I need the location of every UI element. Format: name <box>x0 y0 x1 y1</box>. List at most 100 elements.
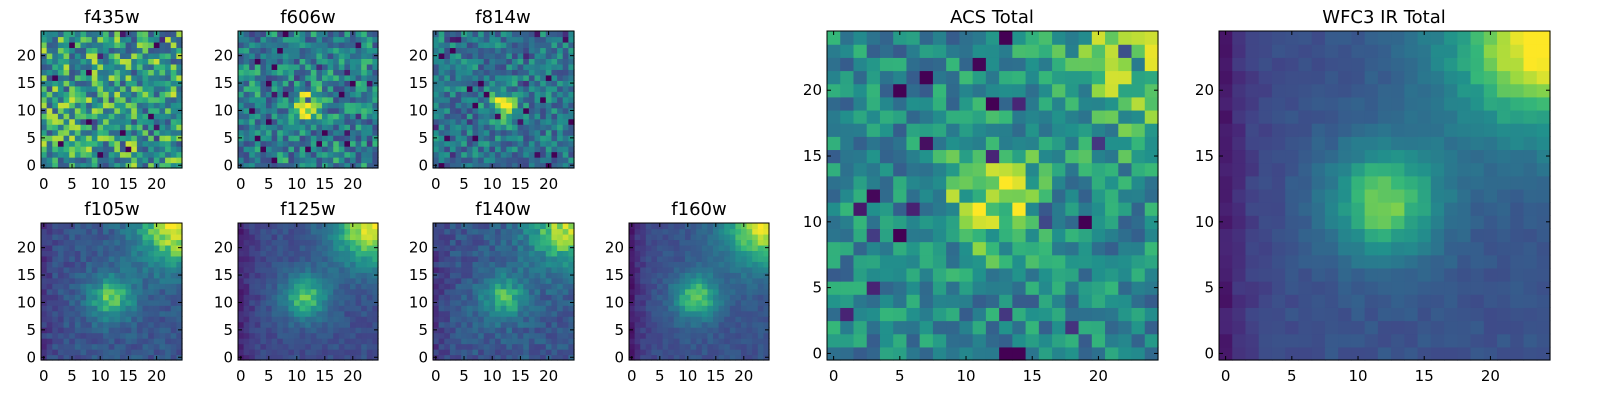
heatmap-cell <box>724 294 731 301</box>
heatmap-cell <box>243 96 250 103</box>
heatmap-cell <box>254 135 261 142</box>
heatmap-cell <box>333 85 340 92</box>
heatmap-cell <box>316 349 323 356</box>
heatmap-cell <box>366 58 373 65</box>
heatmap-cell <box>690 239 697 246</box>
heatmap-cell <box>80 146 87 153</box>
heatmap-cell <box>545 338 553 345</box>
heatmap-cell <box>355 85 362 92</box>
heatmap-cell <box>299 255 306 262</box>
heatmap-cell <box>249 102 256 109</box>
heatmap-cell <box>271 316 278 323</box>
heatmap-cell <box>277 41 284 49</box>
heatmap-cell <box>74 58 82 65</box>
heatmap-cell <box>46 261 53 268</box>
heatmap-cell <box>136 80 144 87</box>
heatmap-cell <box>696 266 703 273</box>
heatmap-cell <box>41 332 48 339</box>
heatmap-cell <box>735 228 742 235</box>
heatmap-cell <box>517 124 524 131</box>
heatmap-cell <box>170 299 177 306</box>
heatmap-cell <box>763 321 770 328</box>
heatmap-cell <box>551 113 558 120</box>
heatmap-cell <box>372 69 379 76</box>
heatmap-cell <box>142 113 149 120</box>
heatmap-cell <box>338 228 345 235</box>
heatmap-cell <box>438 310 445 317</box>
axes-frame-f125w <box>237 222 379 361</box>
heatmap-cell <box>466 96 474 103</box>
heatmap-cell <box>444 272 451 279</box>
heatmap-cell <box>119 146 127 153</box>
heatmap-cell <box>288 47 295 54</box>
heatmap-cell <box>165 135 172 142</box>
heatmap-cell <box>69 228 76 235</box>
heatmap-cell <box>322 58 329 65</box>
heatmap-cell <box>932 228 947 243</box>
heatmap-cell <box>136 58 144 65</box>
heatmap-cell <box>657 261 664 268</box>
heatmap-cell <box>254 118 261 125</box>
heatmap-cell <box>52 52 59 59</box>
heatmap-cell <box>136 321 144 328</box>
heatmap-cell <box>238 47 245 54</box>
heatmap-cell <box>562 135 569 142</box>
heatmap-cell <box>946 241 960 256</box>
heatmap-cell <box>1131 162 1146 177</box>
heatmap-cell <box>551 244 558 251</box>
heatmap-cell <box>449 140 457 147</box>
heatmap-cell <box>299 310 306 317</box>
heatmap-cell <box>827 228 841 243</box>
heatmap-cell <box>449 266 457 273</box>
heatmap-cell <box>999 202 1013 216</box>
heatmap-cell <box>879 215 894 229</box>
heatmap-cell <box>46 327 53 334</box>
y-tick-label: 10 <box>409 293 428 311</box>
heatmap-cell <box>540 233 547 241</box>
heatmap-cell <box>238 91 245 98</box>
heatmap-cell <box>131 74 138 81</box>
heatmap-cell <box>103 102 110 109</box>
heatmap-cell <box>495 36 502 43</box>
heatmap-cell <box>668 223 675 230</box>
heatmap-cell <box>528 239 536 246</box>
heatmap-cell <box>685 239 692 246</box>
heatmap-cell <box>932 175 947 190</box>
heatmap-cell <box>86 151 93 158</box>
heatmap-cell <box>511 85 519 92</box>
heatmap-cell <box>136 85 144 92</box>
heatmap-cell <box>557 244 564 251</box>
heatmap-cell <box>959 241 974 256</box>
heatmap-cell <box>165 244 172 251</box>
heatmap-cell <box>254 310 261 317</box>
heatmap-cell <box>170 321 177 328</box>
heatmap-cell <box>495 239 502 246</box>
heatmap-cell <box>540 74 547 81</box>
heatmap-cell <box>506 261 513 268</box>
heatmap-cell <box>361 338 368 345</box>
heatmap-cell <box>668 255 675 262</box>
heatmap-cell <box>629 266 636 273</box>
heatmap-cell <box>148 310 155 317</box>
heatmap-cell <box>752 261 759 268</box>
heatmap-cell <box>679 272 686 279</box>
heatmap-cell <box>86 118 93 125</box>
heatmap-cell <box>640 283 647 290</box>
heatmap-cell <box>517 74 524 81</box>
heatmap-cell <box>557 80 564 87</box>
heatmap-cell <box>148 272 155 279</box>
heatmap-cell <box>528 266 536 273</box>
heatmap-cell <box>288 255 295 262</box>
heatmap-cell <box>366 327 373 334</box>
heatmap-cell <box>879 346 894 361</box>
heatmap-cell <box>165 283 172 290</box>
heatmap-cell <box>74 272 82 279</box>
heatmap-cell <box>746 299 753 306</box>
heatmap-cell <box>517 146 524 153</box>
x-tick-label: 5 <box>655 367 665 385</box>
heatmap-cell <box>551 80 558 87</box>
heatmap-cell <box>74 310 82 317</box>
heatmap-cell <box>483 277 490 284</box>
heatmap-cell <box>310 299 317 306</box>
heatmap-cell <box>316 354 323 361</box>
